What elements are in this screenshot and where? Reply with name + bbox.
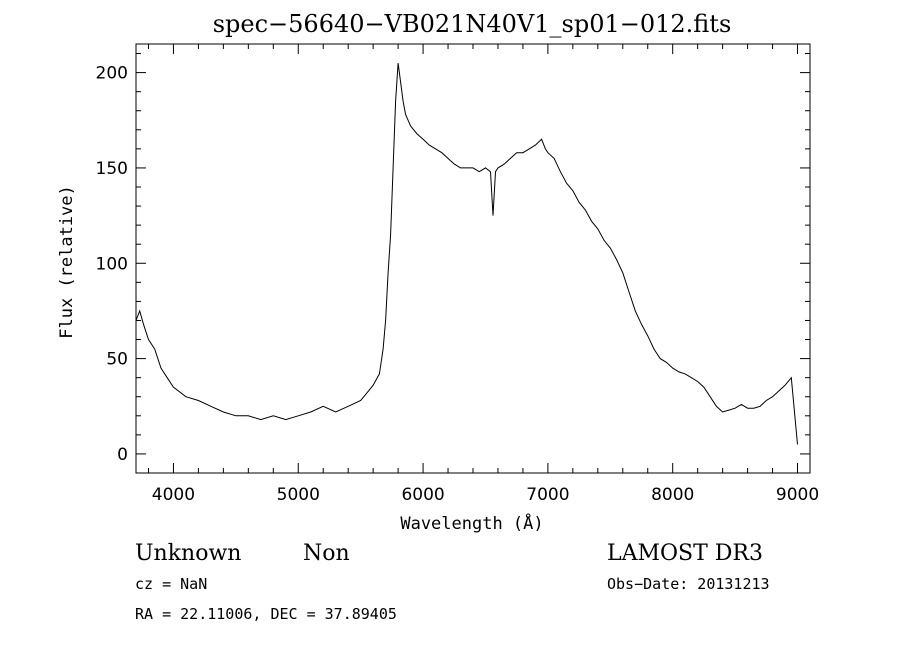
survey-name: LAMOST DR3 xyxy=(607,541,763,566)
y-tick-label: 100 xyxy=(96,254,128,274)
y-axis-label: Flux (relative) xyxy=(57,185,77,339)
y-tick-label: 150 xyxy=(96,159,128,179)
x-axis-label: Wavelength (Å) xyxy=(400,512,543,534)
x-tick-label: 5000 xyxy=(277,485,320,505)
chart-title: spec−56640−VB021N40V1_sp01−012.fits xyxy=(213,10,732,38)
object-subclass: Non xyxy=(303,541,350,566)
y-tick-label: 200 xyxy=(96,64,128,84)
y-tick-label: 50 xyxy=(106,350,128,370)
redshift-text: cz = NaN xyxy=(135,575,207,593)
x-tick-label: 7000 xyxy=(526,485,569,505)
x-tick-labels: 4000 5000 6000 7000 8000 9000 xyxy=(152,485,819,505)
y-tick-label: 0 xyxy=(117,445,128,465)
spectrum-line xyxy=(135,63,798,445)
plot-frame xyxy=(135,43,811,474)
axis-ticks xyxy=(136,44,810,474)
observation-date: Obs−Date: 20131213 xyxy=(607,575,770,593)
x-tick-label: 4000 xyxy=(152,485,195,505)
object-class: Unknown xyxy=(135,541,241,566)
x-tick-label: 6000 xyxy=(401,485,444,505)
x-tick-label: 9000 xyxy=(776,485,819,505)
y-tick-labels: 0 50 100 150 200 xyxy=(96,64,128,465)
coordinates-text: RA = 22.11006, DEC = 37.89405 xyxy=(135,605,397,623)
x-tick-label: 8000 xyxy=(651,485,694,505)
